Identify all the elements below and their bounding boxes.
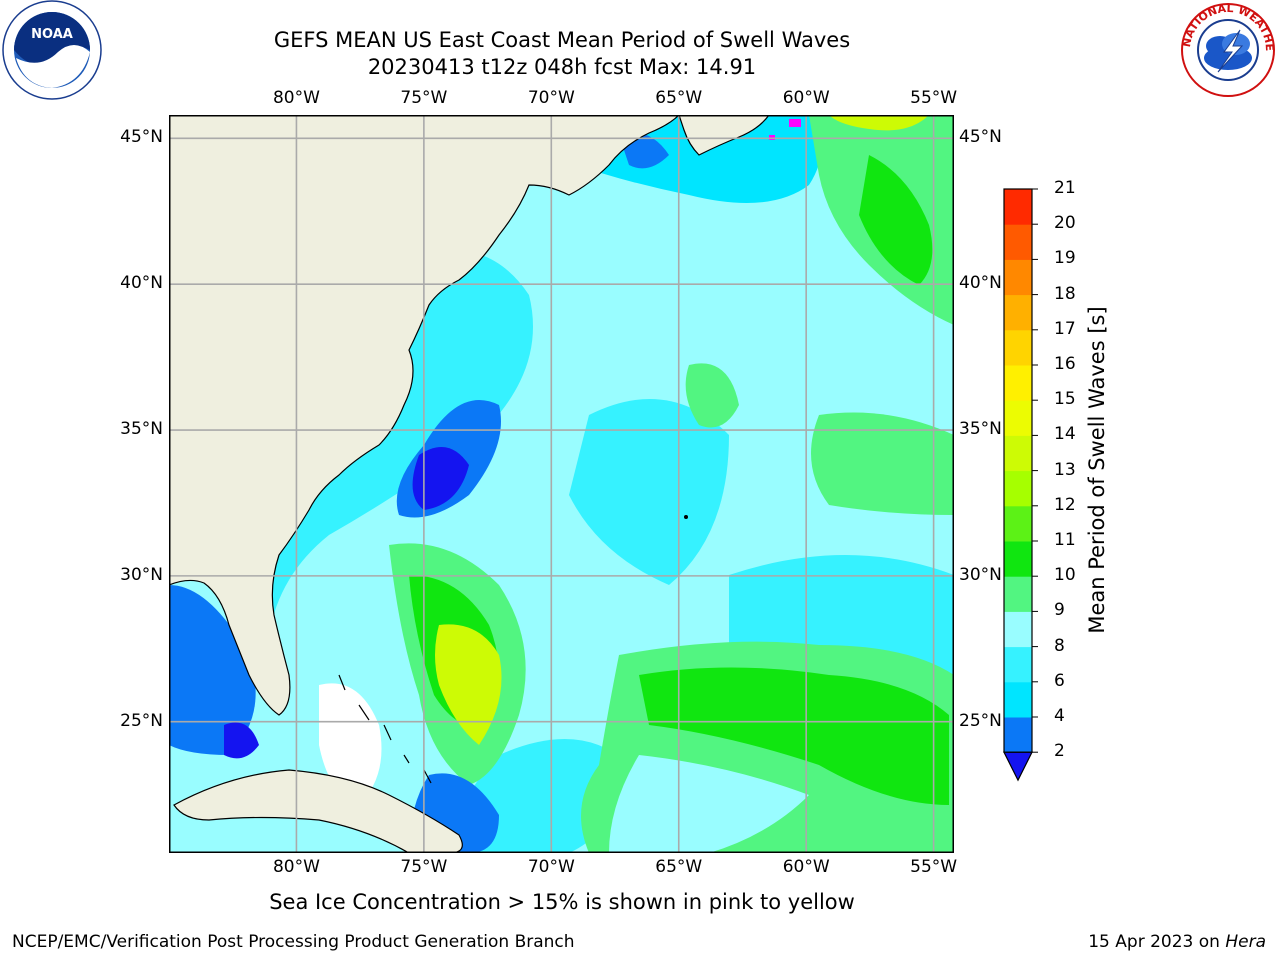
colorbar-tick-label: 12	[1054, 494, 1076, 515]
lat-label-right: 35°N	[959, 419, 1002, 440]
colorbar-tick-label: 16	[1054, 354, 1076, 374]
colorbar-segment	[1004, 365, 1032, 401]
colorbar-tick-label: 14	[1054, 424, 1076, 445]
land-cuba	[173, 769, 463, 853]
colorbar-tick-label: 17	[1054, 318, 1076, 339]
colorbar	[1003, 188, 1038, 782]
lon-label-top: 60°W	[782, 88, 830, 108]
field-cyan-se-gap	[609, 755, 809, 853]
footer-credit: NCEP/EMC/Verification Post Processing Pr…	[12, 932, 575, 952]
colorbar-tick-label: 18	[1054, 283, 1076, 304]
colorbar-segment	[1004, 294, 1032, 331]
wave-period-map	[169, 115, 954, 853]
lon-label-bottom: 80°W	[272, 857, 320, 877]
lon-label-bottom: 55°W	[910, 857, 958, 877]
field-darkblue-gulf	[224, 722, 259, 759]
colorbar-tick-label: 21	[1054, 178, 1076, 198]
footer-host: Hera	[1225, 932, 1266, 952]
lon-label-top: 80°W	[272, 88, 320, 108]
field-darkblue-carolina	[412, 447, 469, 510]
lat-label-right: 25°N	[959, 710, 1002, 731]
footer-date: 15 Apr 2023 on Hera	[1088, 932, 1266, 952]
lon-label-bottom: 70°W	[527, 857, 575, 877]
colorbar-tick-label: 11	[1054, 530, 1076, 550]
field-green-mid	[685, 363, 739, 428]
field-cyan-mid	[569, 399, 729, 585]
colorbar-tick-label: 19	[1054, 248, 1076, 269]
colorbar-segment	[1004, 717, 1032, 753]
map-title: GEFS MEAN US East Coast Mean Period of S…	[273, 28, 851, 52]
colorbar-segment	[1004, 505, 1032, 542]
lat-label-left: 40°N	[120, 273, 163, 294]
land-nova-scotia	[678, 115, 770, 156]
field-yellow-ne	[829, 115, 929, 131]
sea-ice-marker-2	[769, 135, 775, 140]
lon-label-bottom: 65°W	[655, 857, 703, 877]
land-bahamas	[338, 674, 432, 784]
colorbar-segment	[1004, 435, 1032, 472]
lat-label-right: 45°N	[959, 127, 1002, 148]
lon-label-bottom: 60°W	[782, 857, 830, 877]
sea-ice-marker	[789, 119, 801, 127]
lat-label-left: 30°N	[120, 564, 163, 585]
lat-label-left: 35°N	[120, 419, 163, 440]
lat-label-right: 40°N	[959, 273, 1002, 294]
colorbar-tick-label: 4	[1054, 706, 1065, 726]
lon-label-top: 65°W	[655, 88, 703, 108]
colorbar-segment	[1004, 541, 1032, 577]
field-blue-gulf	[169, 585, 256, 755]
field-green-se-core	[639, 667, 949, 805]
colorbar-tick-label: 2	[1054, 741, 1065, 762]
lon-label-bottom: 75°W	[400, 857, 448, 877]
noaa-logo-text: NOAA	[31, 27, 73, 42]
lat-label-left: 45°N	[120, 127, 163, 148]
land-bermuda	[684, 515, 688, 519]
nws-logo-icon: NATIONAL WEATHER SERVICE	[1176, 0, 1276, 97]
colorbar-segment	[1004, 259, 1032, 296]
map-subtitle: 20230413 t12z 048h fcst Max: 14.91	[367, 55, 757, 79]
lon-label-top: 70°W	[527, 88, 575, 108]
colorbar-segment	[1004, 400, 1032, 436]
colorbar-segment	[1004, 470, 1032, 507]
colorbar-tick-label: 6	[1054, 670, 1065, 691]
colorbar-segment	[1004, 189, 1032, 225]
colorbar-segment	[1004, 611, 1032, 648]
lat-label-left: 25°N	[120, 710, 163, 731]
colorbar-segment	[1004, 329, 1032, 366]
noaa-logo-icon: NOAA	[2, 0, 102, 100]
map-frame	[169, 115, 954, 853]
no-data-bahamas-banks	[319, 683, 382, 805]
field-cyan-coast	[239, 250, 533, 635]
colorbar-extend-arrow	[1003, 751, 1033, 782]
colorbar-tick-label: 15	[1054, 389, 1076, 410]
lon-label-top: 75°W	[400, 88, 448, 108]
colorbar-segment	[1004, 576, 1032, 612]
colorbar-tick-label: 20	[1054, 213, 1076, 234]
colorbar-title: Mean Period of Swell Waves [s]	[1085, 306, 1109, 634]
colorbar-segment	[1004, 224, 1032, 260]
graticule	[169, 115, 954, 853]
colorbar-segment	[1004, 646, 1032, 683]
colorbar-tick-label: 9	[1054, 600, 1065, 621]
lat-label-right: 30°N	[959, 564, 1002, 585]
field-yellow-bahamas	[435, 624, 502, 745]
sea-ice-footnote: Sea Ice Concentration > 15% is shown in …	[269, 890, 855, 914]
field-green-ne-core	[859, 155, 933, 285]
lon-label-top: 55°W	[910, 88, 958, 108]
colorbar-tick-label: 10	[1054, 565, 1076, 586]
colorbar-segment	[1004, 681, 1032, 718]
footer-date-text: 15 Apr 2023 on	[1088, 932, 1220, 952]
colorbar-tick-label: 8	[1054, 635, 1065, 656]
field-green-mid-east	[811, 412, 954, 515]
colorbar-tick-label: 13	[1054, 459, 1076, 480]
